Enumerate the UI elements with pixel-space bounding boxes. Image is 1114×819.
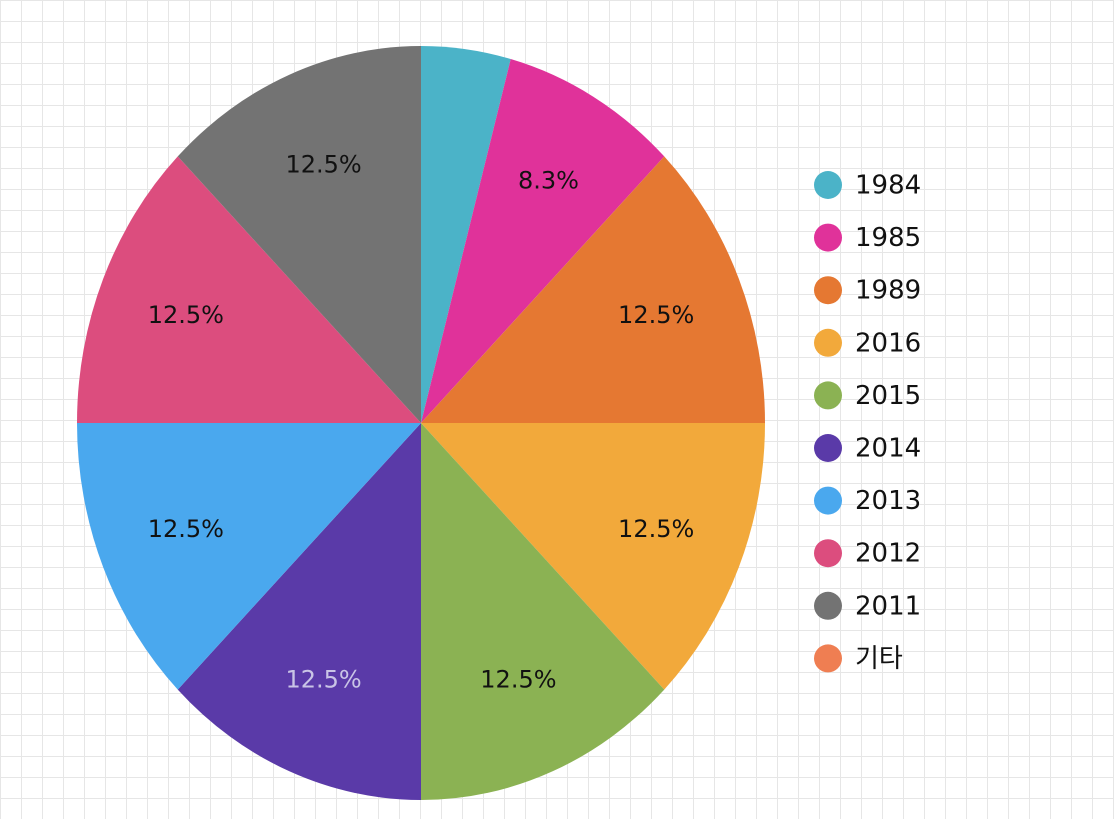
legend-swatch	[814, 223, 842, 252]
legend-swatch	[814, 486, 842, 515]
legend-label: 2012	[855, 539, 921, 569]
legend-swatch	[814, 434, 842, 462]
pie-slice	[177, 423, 421, 800]
legend-label: 1984	[855, 171, 921, 201]
legend-swatch	[814, 644, 842, 673]
legend-swatch	[814, 328, 842, 357]
legend-label: 2011	[855, 591, 921, 621]
pie-slice	[421, 423, 765, 690]
data-label: 12.5%	[618, 301, 694, 329]
legend-swatch	[814, 591, 842, 620]
pie-slice	[421, 156, 765, 423]
data-label: 8.3%	[518, 167, 579, 195]
legend-label: 2014	[855, 434, 921, 464]
data-label: 12.5%	[148, 515, 224, 543]
legend-swatch	[814, 276, 842, 305]
legend-label: 1989	[855, 276, 921, 306]
legend-label: 1985	[855, 223, 921, 253]
legend-swatch	[814, 381, 842, 410]
legend-label: 2016	[855, 328, 921, 358]
data-label: 12.5%	[285, 150, 361, 178]
legend-label: 기타	[855, 644, 903, 674]
legend-label: 2013	[855, 486, 921, 516]
data-label: 12.5%	[285, 666, 361, 694]
pie-slice	[77, 156, 421, 423]
pie-slice	[421, 59, 665, 424]
legend-label: 2015	[855, 381, 921, 411]
pie-slice	[421, 46, 511, 423]
legend-swatch	[814, 539, 842, 568]
legend-swatch	[814, 171, 842, 199]
pie-slice	[421, 423, 665, 800]
pie-slice	[177, 46, 421, 423]
data-label: 12.5%	[618, 515, 694, 543]
data-label: 12.5%	[148, 301, 224, 329]
data-label: 12.5%	[480, 666, 556, 694]
pie-slice	[77, 423, 421, 690]
